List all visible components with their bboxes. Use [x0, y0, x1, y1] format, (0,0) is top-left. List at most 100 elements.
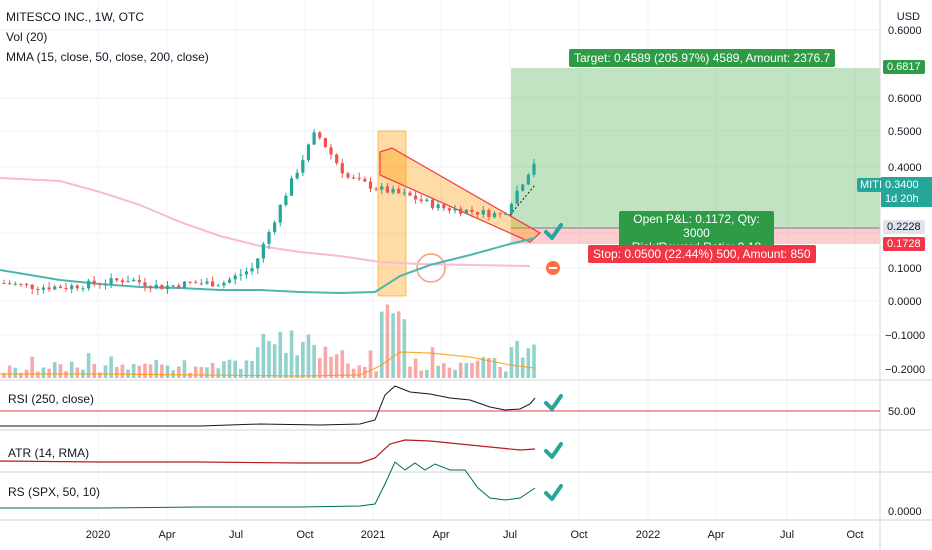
marker-circle[interactable] — [416, 253, 446, 283]
current-price-value: 0.3400 — [885, 179, 919, 191]
price-tick: 0.5000 — [888, 126, 922, 138]
time-label: Apr — [707, 529, 724, 541]
candle-body — [526, 174, 530, 185]
price-tick: 0.6000 — [888, 93, 922, 105]
price-tick: 0.1000 — [888, 263, 922, 275]
candle-body — [261, 243, 265, 259]
target-label[interactable]: Target: 0.4589 (205.97%) 4589, Amount: 2… — [569, 49, 836, 67]
atr-legend[interactable]: ATR (14, RMA) — [6, 446, 92, 460]
time-axis[interactable]: 2020 Apr Jul Oct 2021 Apr Jul Oct 2022 A… — [86, 529, 864, 541]
candle-body — [267, 232, 271, 244]
candle-body — [75, 285, 79, 289]
highlight-column[interactable] — [377, 130, 407, 297]
volume-layer — [2, 304, 536, 378]
candle-body — [442, 204, 446, 209]
candle-body — [481, 210, 485, 215]
candle-body — [351, 177, 356, 179]
candle-body — [244, 271, 249, 275]
candle-body — [2, 283, 6, 285]
candle-body — [154, 284, 158, 289]
volume-bar — [47, 368, 51, 378]
volume-bar — [92, 363, 97, 378]
volume-bar — [148, 364, 153, 378]
volume-bar — [193, 366, 198, 378]
checkmark-icon — [544, 223, 563, 501]
candle-body — [318, 132, 322, 138]
volume-bar — [515, 340, 519, 378]
rsi-legend[interactable]: RSI (250, close) — [6, 392, 97, 406]
candle-body — [430, 199, 435, 209]
candle-body — [408, 192, 412, 196]
candles-layer — [2, 129, 536, 296]
volume-bar — [306, 334, 311, 378]
candle-body — [521, 184, 525, 191]
volume-bar — [244, 360, 249, 378]
candle-body — [425, 199, 429, 201]
candle-body — [470, 209, 474, 212]
volume-bar — [7, 365, 12, 378]
volume-bar — [357, 365, 362, 378]
volume-bar — [312, 344, 316, 378]
candle-body — [284, 195, 288, 205]
target-zone[interactable] — [511, 68, 880, 228]
candle-body — [250, 268, 254, 272]
volume-bar — [75, 367, 80, 378]
symbol-legend[interactable]: MITESCO INC., 1W, OTC — [6, 10, 145, 24]
mma-legend[interactable]: MMA (15, close, 50, close, 200, close) — [6, 50, 209, 64]
candle-body — [8, 283, 12, 285]
candle-body — [504, 213, 508, 215]
candle-body — [24, 283, 29, 285]
volume-ma-line — [0, 351, 536, 377]
candle-body — [86, 280, 91, 289]
rs-line — [0, 461, 536, 509]
candle-body — [81, 288, 85, 290]
candle-body — [385, 186, 390, 193]
candle-body — [363, 178, 367, 182]
volume-bar — [379, 311, 384, 378]
candle-body — [41, 287, 46, 290]
rs-legend[interactable]: RS (SPX, 50, 10) — [6, 485, 103, 499]
volume-bar — [436, 365, 440, 378]
volume-bar — [98, 372, 102, 378]
volume-bar — [329, 356, 333, 378]
candle-body — [532, 163, 536, 175]
price-tick: 0.6000 — [888, 25, 922, 37]
time-label: Oct — [846, 529, 863, 541]
volume-bar — [182, 360, 187, 378]
candle-body — [211, 281, 215, 287]
candle-body — [205, 281, 209, 284]
time-label: 2022 — [636, 529, 660, 541]
candle-body — [199, 283, 203, 285]
volume-legend[interactable]: Vol (20) — [6, 30, 48, 44]
candle-body — [132, 279, 136, 282]
volume-bar — [458, 362, 463, 378]
candle-body — [301, 160, 305, 173]
symbol-tag: MITI — [857, 178, 885, 192]
candle-body — [58, 286, 62, 289]
volume-bar — [317, 357, 322, 378]
price-axis[interactable]: 0.6000 0.6000 0.5000 0.4000 0.1000 0.000… — [885, 25, 925, 518]
candle-body — [115, 278, 119, 281]
candle-body — [222, 282, 226, 286]
volume-bar — [267, 341, 271, 378]
volume-bar — [272, 344, 277, 378]
mma-50-line — [0, 237, 536, 295]
time-label: 2021 — [361, 529, 385, 541]
volume-bar — [289, 330, 294, 378]
candle-body — [459, 208, 463, 214]
volume-bar — [154, 360, 159, 378]
volume-bar — [470, 363, 474, 378]
stop-price-tag: 0.1728 — [883, 237, 925, 251]
price-grid — [0, 29, 880, 336]
candle-body — [70, 285, 74, 289]
stop-label[interactable]: Stop: 0.0500 (22.44%) 500, Amount: 850 — [588, 245, 816, 263]
volume-bar — [492, 358, 497, 378]
volume-bar — [391, 313, 395, 378]
candle-body — [182, 281, 187, 288]
falling-wedge[interactable] — [379, 147, 542, 243]
candle-body — [453, 208, 457, 211]
candle-body — [346, 173, 350, 178]
candle-body — [498, 213, 502, 215]
candle-body — [227, 279, 232, 283]
